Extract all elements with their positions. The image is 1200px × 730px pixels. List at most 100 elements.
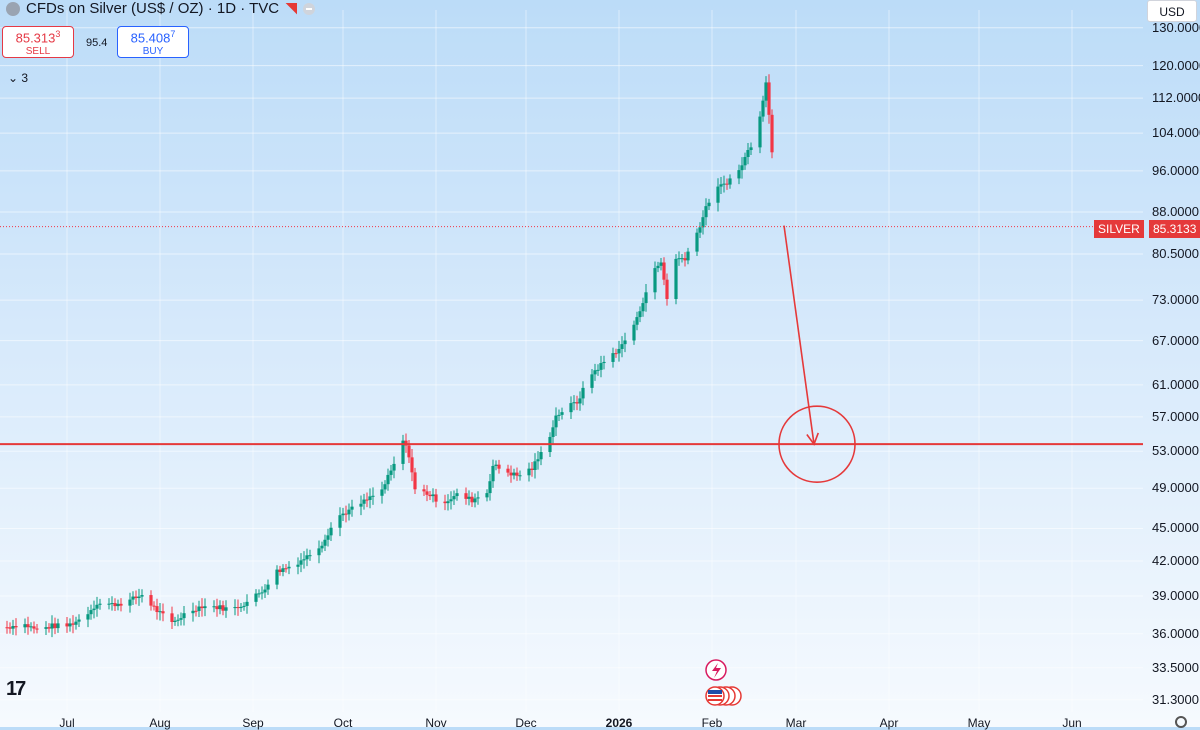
sell-label: SELL	[25, 46, 51, 58]
tradingview-logo-icon[interactable]: 17	[6, 678, 26, 700]
arrow-head-icon[interactable]	[806, 432, 820, 446]
buy-button[interactable]: 85.4087 BUY	[117, 26, 189, 58]
candle-body	[119, 603, 123, 606]
candle-body	[467, 496, 471, 499]
candle-body	[488, 481, 492, 494]
candle-body	[296, 564, 300, 567]
time-tick-label: May	[967, 716, 991, 730]
candle-body	[515, 472, 519, 476]
price-tick-label: 31.3000	[1152, 691, 1199, 707]
candle-body	[611, 353, 615, 362]
candle-body	[161, 611, 165, 614]
candle-body	[194, 610, 198, 612]
candle-body	[539, 452, 543, 460]
sell-price: 85.3133	[15, 29, 61, 46]
candle-body	[614, 353, 618, 355]
candle-body	[485, 493, 489, 498]
candle-body	[569, 403, 573, 413]
spread-value: 95.4	[86, 37, 108, 49]
candle-body	[299, 560, 303, 565]
candle-body	[698, 227, 702, 233]
price-tick-label: 88.0000	[1152, 203, 1199, 219]
candle-body	[326, 535, 330, 540]
event-markers[interactable]	[705, 659, 742, 706]
candle-body	[47, 627, 51, 629]
candle-body	[695, 232, 699, 252]
price-tick-label: 67.0000	[1152, 332, 1199, 348]
candle-body	[722, 183, 726, 185]
candle-body	[359, 503, 363, 507]
candle-body	[740, 165, 744, 171]
candle-body	[287, 566, 291, 569]
candle-body	[716, 186, 720, 203]
candle-body	[170, 613, 174, 622]
candle-body	[383, 484, 387, 490]
candle-body	[56, 623, 60, 629]
candle-body	[557, 414, 561, 416]
currency-selector[interactable]: USD	[1147, 0, 1197, 22]
candle-body	[134, 596, 138, 599]
chart-grid	[0, 10, 1143, 712]
candle-body	[53, 623, 57, 629]
time-tick-label: Mar	[785, 716, 807, 730]
price-tick-label: 42.0000	[1152, 553, 1199, 568]
candle-body	[221, 605, 225, 611]
candle-body	[74, 621, 78, 625]
candle-body	[536, 459, 540, 462]
candle-body	[365, 499, 369, 501]
candle-body	[260, 592, 264, 594]
candle-body	[665, 279, 669, 300]
candle-body	[116, 603, 120, 607]
candle-body	[386, 474, 390, 485]
price-tick-label: 33.5000	[1152, 659, 1199, 675]
price-tick-label: 73.0000	[1152, 292, 1199, 308]
candle-body	[218, 605, 222, 610]
last-price-label: 85.3133	[1149, 220, 1200, 238]
candle-body	[92, 608, 96, 611]
candle-body	[158, 611, 162, 613]
target-circle[interactable]	[778, 405, 856, 483]
candle-body	[719, 184, 723, 187]
candle-body	[452, 496, 456, 500]
candle-body	[422, 489, 426, 492]
indicators-toggle[interactable]: ⌄ 3	[8, 71, 28, 85]
settings-icon[interactable]	[1175, 716, 1187, 728]
candle-body	[473, 498, 477, 503]
chevron-down-icon: ⌄	[8, 71, 19, 85]
candle-body	[737, 170, 741, 179]
candle-body	[533, 461, 537, 470]
candle-body	[506, 468, 510, 473]
price-tick-label: 39.0000	[1152, 587, 1199, 603]
candle-body	[281, 568, 285, 572]
symbol-title[interactable]: CFDs on Silver (US$ / OZ) · 1D · TVC	[26, 0, 280, 17]
candle-body	[254, 593, 258, 602]
sell-button[interactable]: 85.3133 SELL	[2, 26, 74, 58]
candle-body	[65, 623, 69, 627]
price-tick-label: 104.0000	[1152, 125, 1200, 141]
candle-body	[641, 303, 645, 312]
candle-body	[32, 626, 36, 629]
candle-body	[242, 605, 246, 607]
time-tick-label: Nov	[425, 716, 447, 730]
candle-body	[380, 489, 384, 496]
candle-body	[509, 472, 513, 476]
candle-body	[302, 559, 306, 561]
candle-body	[770, 114, 774, 153]
candle-body	[590, 374, 594, 388]
candle-body	[602, 361, 606, 364]
minimize-icon[interactable]	[303, 2, 316, 15]
candle-body	[764, 82, 768, 101]
drawing-annotations[interactable]	[0, 225, 1143, 483]
candle-body	[68, 623, 72, 627]
candle-body	[434, 494, 438, 502]
candle-body	[98, 603, 102, 605]
candle-body	[29, 626, 33, 628]
candle-body	[686, 251, 690, 261]
candle-body	[155, 606, 159, 613]
chart-title-bar[interactable]: CFDs on Silver (US$ / OZ) · 1D · TVC	[6, 0, 316, 17]
flag-icon[interactable]	[285, 2, 298, 15]
buy-label: BUY	[142, 46, 164, 58]
candle-body	[497, 464, 501, 469]
time-tick-label: Jun	[1062, 716, 1082, 730]
